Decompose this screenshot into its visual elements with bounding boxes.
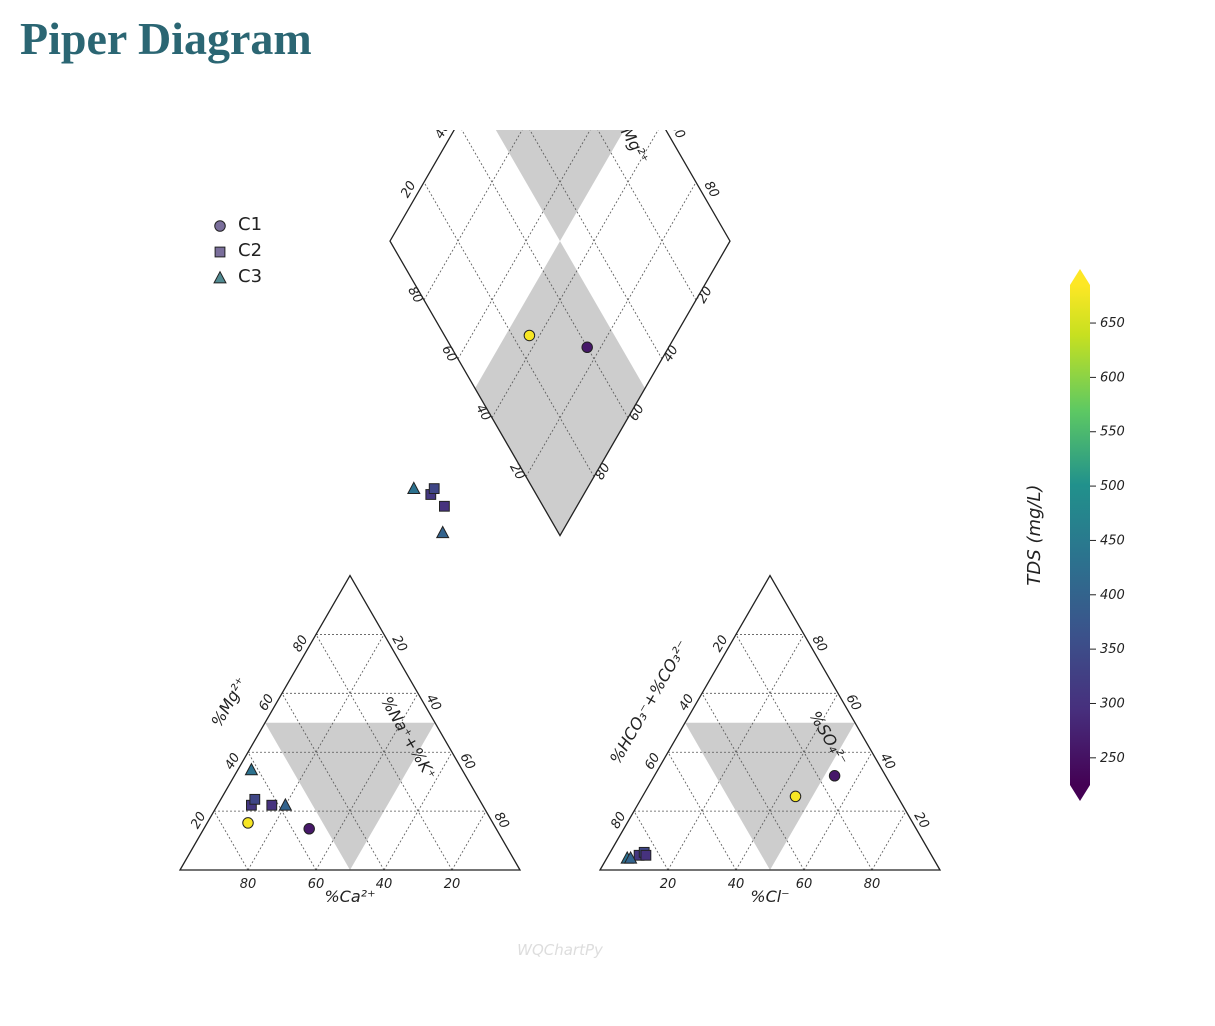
svg-text:60: 60 (642, 751, 663, 773)
svg-text:60: 60 (796, 877, 813, 892)
svg-text:400: 400 (1100, 588, 1125, 603)
svg-text:60: 60 (457, 751, 478, 773)
svg-text:450: 450 (1100, 533, 1125, 548)
svg-text:20: 20 (398, 179, 419, 201)
data-point (214, 272, 226, 283)
svg-text:80: 80 (809, 633, 830, 655)
svg-text:80: 80 (404, 284, 425, 306)
data-point (641, 850, 651, 860)
svg-text:500: 500 (1100, 479, 1125, 494)
svg-text:20: 20 (710, 633, 731, 655)
svg-text:20: 20 (389, 633, 410, 655)
svg-text:40: 40 (660, 343, 681, 365)
colorbar-arrow-top (1070, 269, 1090, 285)
svg-text:550: 550 (1100, 425, 1125, 440)
data-point (243, 818, 254, 829)
data-point (829, 771, 840, 782)
data-point (215, 221, 226, 232)
svg-text:300: 300 (1100, 696, 1125, 711)
watermark: WQChartPy (517, 941, 604, 959)
data-point (250, 794, 260, 804)
svg-text:80: 80 (290, 633, 311, 655)
data-point (582, 342, 593, 353)
svg-text:80: 80 (608, 810, 629, 832)
svg-text:60: 60 (308, 877, 325, 892)
colorbar-arrow-bottom (1070, 785, 1090, 801)
svg-text:350: 350 (1100, 642, 1125, 657)
legend-label: C3 (238, 266, 262, 287)
svg-text:80: 80 (701, 179, 722, 201)
svg-text:%Ca²⁺: %Ca²⁺ (324, 887, 375, 906)
svg-text:80: 80 (240, 877, 257, 892)
svg-text:20: 20 (694, 284, 715, 306)
data-point (440, 501, 450, 511)
page-title: Piper Diagram (20, 12, 312, 65)
data-point (279, 799, 291, 810)
svg-text:60: 60 (843, 692, 864, 714)
svg-text:250: 250 (1100, 751, 1125, 766)
data-point (215, 247, 225, 257)
piper-svg: 20 20 20 40 40 40 60 60 60 80 80 80 20 20 20 40 40 40 60 60… (140, 130, 1140, 1000)
svg-text:40: 40 (676, 692, 697, 714)
svg-text:40: 40 (728, 877, 745, 892)
colorbar-label: TDS (mg/L) (1024, 484, 1045, 585)
diamond-shaded-top (475, 130, 645, 241)
piper-diagram: 20 20 20 40 40 40 60 60 60 80 80 80 20 20 20 40 40 40 60 60… (140, 130, 1140, 1000)
data-point (304, 824, 315, 835)
svg-text:80: 80 (491, 810, 512, 832)
data-point (408, 482, 420, 493)
svg-text:40: 40 (376, 877, 393, 892)
colorbar (1070, 285, 1090, 785)
svg-text:40: 40 (423, 692, 444, 714)
svg-text:20: 20 (188, 810, 209, 832)
legend-label: C1 (238, 214, 262, 235)
svg-text:40: 40 (877, 751, 898, 773)
svg-text:40: 40 (222, 751, 243, 773)
svg-text:20: 20 (660, 877, 677, 892)
legend-label: C2 (238, 240, 262, 261)
svg-text:60: 60 (438, 343, 459, 365)
data-point (429, 484, 439, 494)
svg-text:%Cl⁻: %Cl⁻ (750, 887, 789, 906)
svg-text:60: 60 (256, 692, 277, 714)
svg-text:20: 20 (444, 877, 461, 892)
svg-text:650: 650 (1100, 316, 1125, 331)
data-point (267, 800, 277, 810)
svg-text:%Mg²⁺: %Mg²⁺ (207, 674, 250, 730)
data-point (524, 330, 535, 341)
data-point (437, 526, 449, 537)
svg-text:20: 20 (911, 810, 932, 832)
data-point (790, 791, 801, 802)
svg-text:600: 600 (1100, 370, 1125, 385)
svg-text:80: 80 (864, 877, 881, 892)
